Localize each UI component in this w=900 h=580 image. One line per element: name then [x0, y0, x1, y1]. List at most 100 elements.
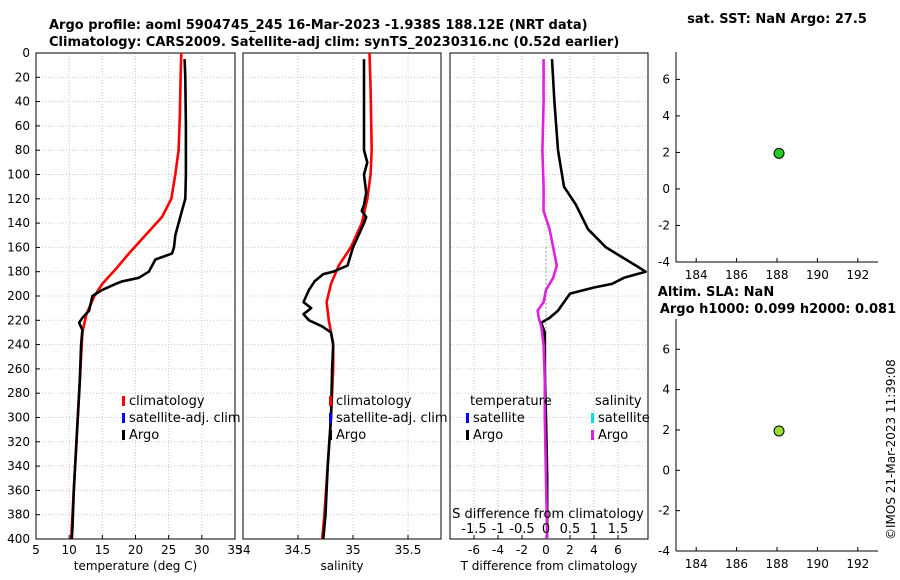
x-tick-label: 184 — [685, 557, 708, 571]
y-tick-label: 200 — [7, 289, 30, 303]
x-tick-label: 192 — [846, 268, 869, 282]
series-s-argo — [536, 59, 559, 540]
x-tick-label: 192 — [846, 557, 869, 571]
y-tick-label: 260 — [7, 362, 30, 376]
x-tick-label: 15 — [95, 543, 110, 557]
y-tick-label: 6 — [662, 342, 670, 356]
header-line1: Argo profile: aoml 5904745_245 16-Mar-20… — [49, 18, 588, 33]
s-diff-tick: 0.5 — [560, 522, 581, 537]
x-tick-label: 190 — [806, 268, 829, 282]
x-tick-label: -4 — [492, 543, 504, 557]
panel-sst-panel — [675, 52, 878, 263]
y-tick-label: 0 — [22, 46, 30, 60]
legend-label: Argo — [336, 428, 366, 443]
y-tick-label: -4 — [658, 544, 670, 558]
s-diff-tick: 0 — [542, 522, 550, 537]
x-tick-label: 4 — [590, 543, 598, 557]
y-tick-label: -2 — [658, 504, 670, 518]
legend-label: Argo — [598, 428, 628, 443]
panel-temperature-profile — [35, 52, 236, 540]
sla-title2: Argo h1000: 0.099 h2000: 0.081 — [660, 302, 896, 317]
y-tick-label: 20 — [15, 70, 30, 84]
x-tick-label: 186 — [725, 268, 748, 282]
x-tick-label: 0 — [542, 543, 550, 557]
y-tick-label: 340 — [7, 459, 30, 473]
legend-label: climatology — [336, 394, 412, 409]
y-tick-label: 180 — [7, 265, 30, 279]
x-tick-label: 190 — [806, 557, 829, 571]
x-tick-label: 186 — [725, 557, 748, 571]
y-tick-label: 140 — [7, 216, 30, 230]
legend-swatch — [466, 430, 469, 440]
sla-title: Altim. SLA: NaN — [658, 285, 774, 300]
x-tick-label: 5 — [32, 543, 40, 557]
legend-swatch — [122, 396, 125, 406]
axes-box — [242, 52, 442, 540]
legend-swatch — [329, 430, 332, 440]
y-tick-label: 60 — [15, 119, 30, 133]
y-tick-label: -2 — [658, 218, 670, 232]
side-stamp: ©IMOS 21-Mar-2023 11:39:08 — [884, 359, 898, 540]
legend-swatch — [591, 430, 594, 440]
y-tick-label: 2 — [662, 423, 670, 437]
y-tick-label: 160 — [7, 240, 30, 254]
x-tick-label: 35 — [227, 543, 242, 557]
x-tick-label: 34.5 — [285, 543, 312, 557]
x-tick-label: 34 — [235, 543, 250, 557]
y-tick-label: 300 — [7, 411, 30, 425]
s-diff-tick: -1 — [492, 522, 505, 537]
legend-label: satellite — [473, 411, 525, 426]
series-argo — [302, 59, 369, 540]
s-diff-tick: 1 — [590, 522, 598, 537]
y-tick-label: 360 — [7, 483, 30, 497]
x-tick-label: 35 — [345, 543, 360, 557]
legend-label: satellite-adj. clim — [129, 411, 241, 426]
sst-title: sat. SST: NaN Argo: 27.5 — [687, 12, 867, 27]
x-tick-label: 2 — [566, 543, 574, 557]
legend-label: Argo — [473, 428, 503, 443]
axes-box — [449, 52, 649, 540]
series-t-argo — [539, 59, 647, 539]
x-axis-label: temperature (deg C) — [74, 559, 197, 573]
legend-label: satellite — [598, 411, 650, 426]
legend-swatch — [591, 413, 594, 423]
x-axis-label: salinity — [320, 559, 363, 573]
x-tick-label: 20 — [128, 543, 143, 557]
y-tick-label: 4 — [662, 109, 670, 123]
legend-label: climatology — [129, 394, 205, 409]
legend-swatch — [122, 430, 125, 440]
y-tick-label: 0 — [662, 182, 670, 196]
panel-sla-panel — [675, 319, 878, 552]
scatter-point — [773, 425, 785, 437]
x-tick-label: 184 — [685, 268, 708, 282]
legend-swatch — [466, 413, 469, 423]
s-diff-tick: 1.5 — [608, 522, 629, 537]
x-tick-label: 30 — [194, 543, 209, 557]
y-tick-label: -4 — [658, 255, 670, 269]
x-tick-label: 10 — [62, 543, 77, 557]
scatter-point — [773, 147, 785, 159]
y-tick-label: 120 — [7, 192, 30, 206]
x-tick-label: -2 — [516, 543, 528, 557]
y-tick-label: 40 — [15, 95, 30, 109]
series-argo — [70, 59, 188, 540]
y-tick-label: 80 — [15, 143, 30, 157]
x-tick-label: 188 — [766, 268, 789, 282]
y-tick-label: 6 — [662, 72, 670, 86]
legend-title: salinity — [595, 394, 642, 409]
panel-difference-profile — [449, 52, 649, 540]
x-tick-label: -6 — [468, 543, 480, 557]
y-tick-label: 4 — [662, 383, 670, 397]
x-tick-label: 35.5 — [395, 543, 422, 557]
legend-label: Argo — [129, 428, 159, 443]
legend-swatch — [329, 413, 332, 423]
y-tick-label: 2 — [662, 145, 670, 159]
s-diff-tick: -1.5 — [461, 522, 486, 537]
y-tick-label: 400 — [7, 532, 30, 546]
legend-title: temperature — [470, 394, 552, 409]
legend-swatch — [122, 413, 125, 423]
y-tick-label: 320 — [7, 435, 30, 449]
y-tick-label: 380 — [7, 508, 30, 522]
y-tick-label: 240 — [7, 338, 30, 352]
y-tick-label: 280 — [7, 386, 30, 400]
